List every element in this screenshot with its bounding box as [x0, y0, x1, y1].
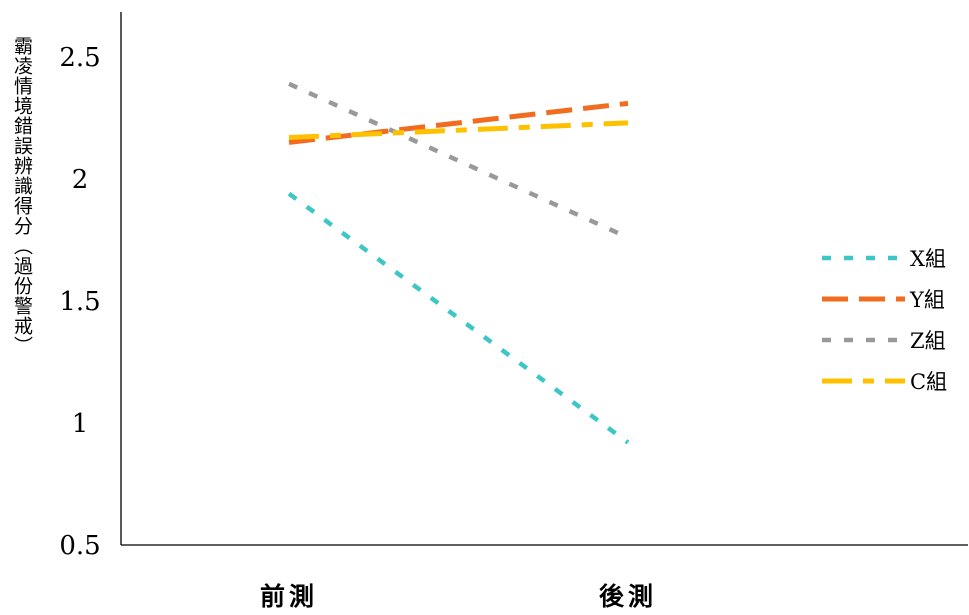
- series-line: [288, 81, 629, 240]
- x-tick-labels: 前測 後測: [260, 582, 657, 611]
- series-lines: [287, 81, 630, 445]
- series-line: [287, 191, 630, 445]
- y-tick-label: 1: [72, 409, 89, 439]
- y-axis-title: 霸凌情境錯誤辨識得分（過份警戒）: [11, 36, 33, 356]
- legend-label: Z組: [910, 329, 946, 353]
- y-tick-label: 2.5: [59, 43, 100, 73]
- y-tick-label: 1.5: [59, 287, 100, 317]
- axes: [120, 12, 968, 546]
- legend-label: X組: [910, 247, 946, 271]
- y-tick-label: 0.5: [59, 531, 100, 561]
- x-tick-label: 後測: [599, 582, 657, 610]
- series-line: [288, 120, 629, 141]
- series-line: [288, 100, 629, 145]
- y-tick-labels: 0.5 1 1.5 2 2.5: [59, 43, 100, 561]
- legend: X組 Y組 Z組 C組: [822, 247, 947, 394]
- x-tick-label: 前測: [260, 582, 318, 610]
- y-tick-label: 2: [72, 165, 89, 195]
- legend-label: Y組: [909, 288, 945, 312]
- legend-label: C組: [910, 370, 947, 394]
